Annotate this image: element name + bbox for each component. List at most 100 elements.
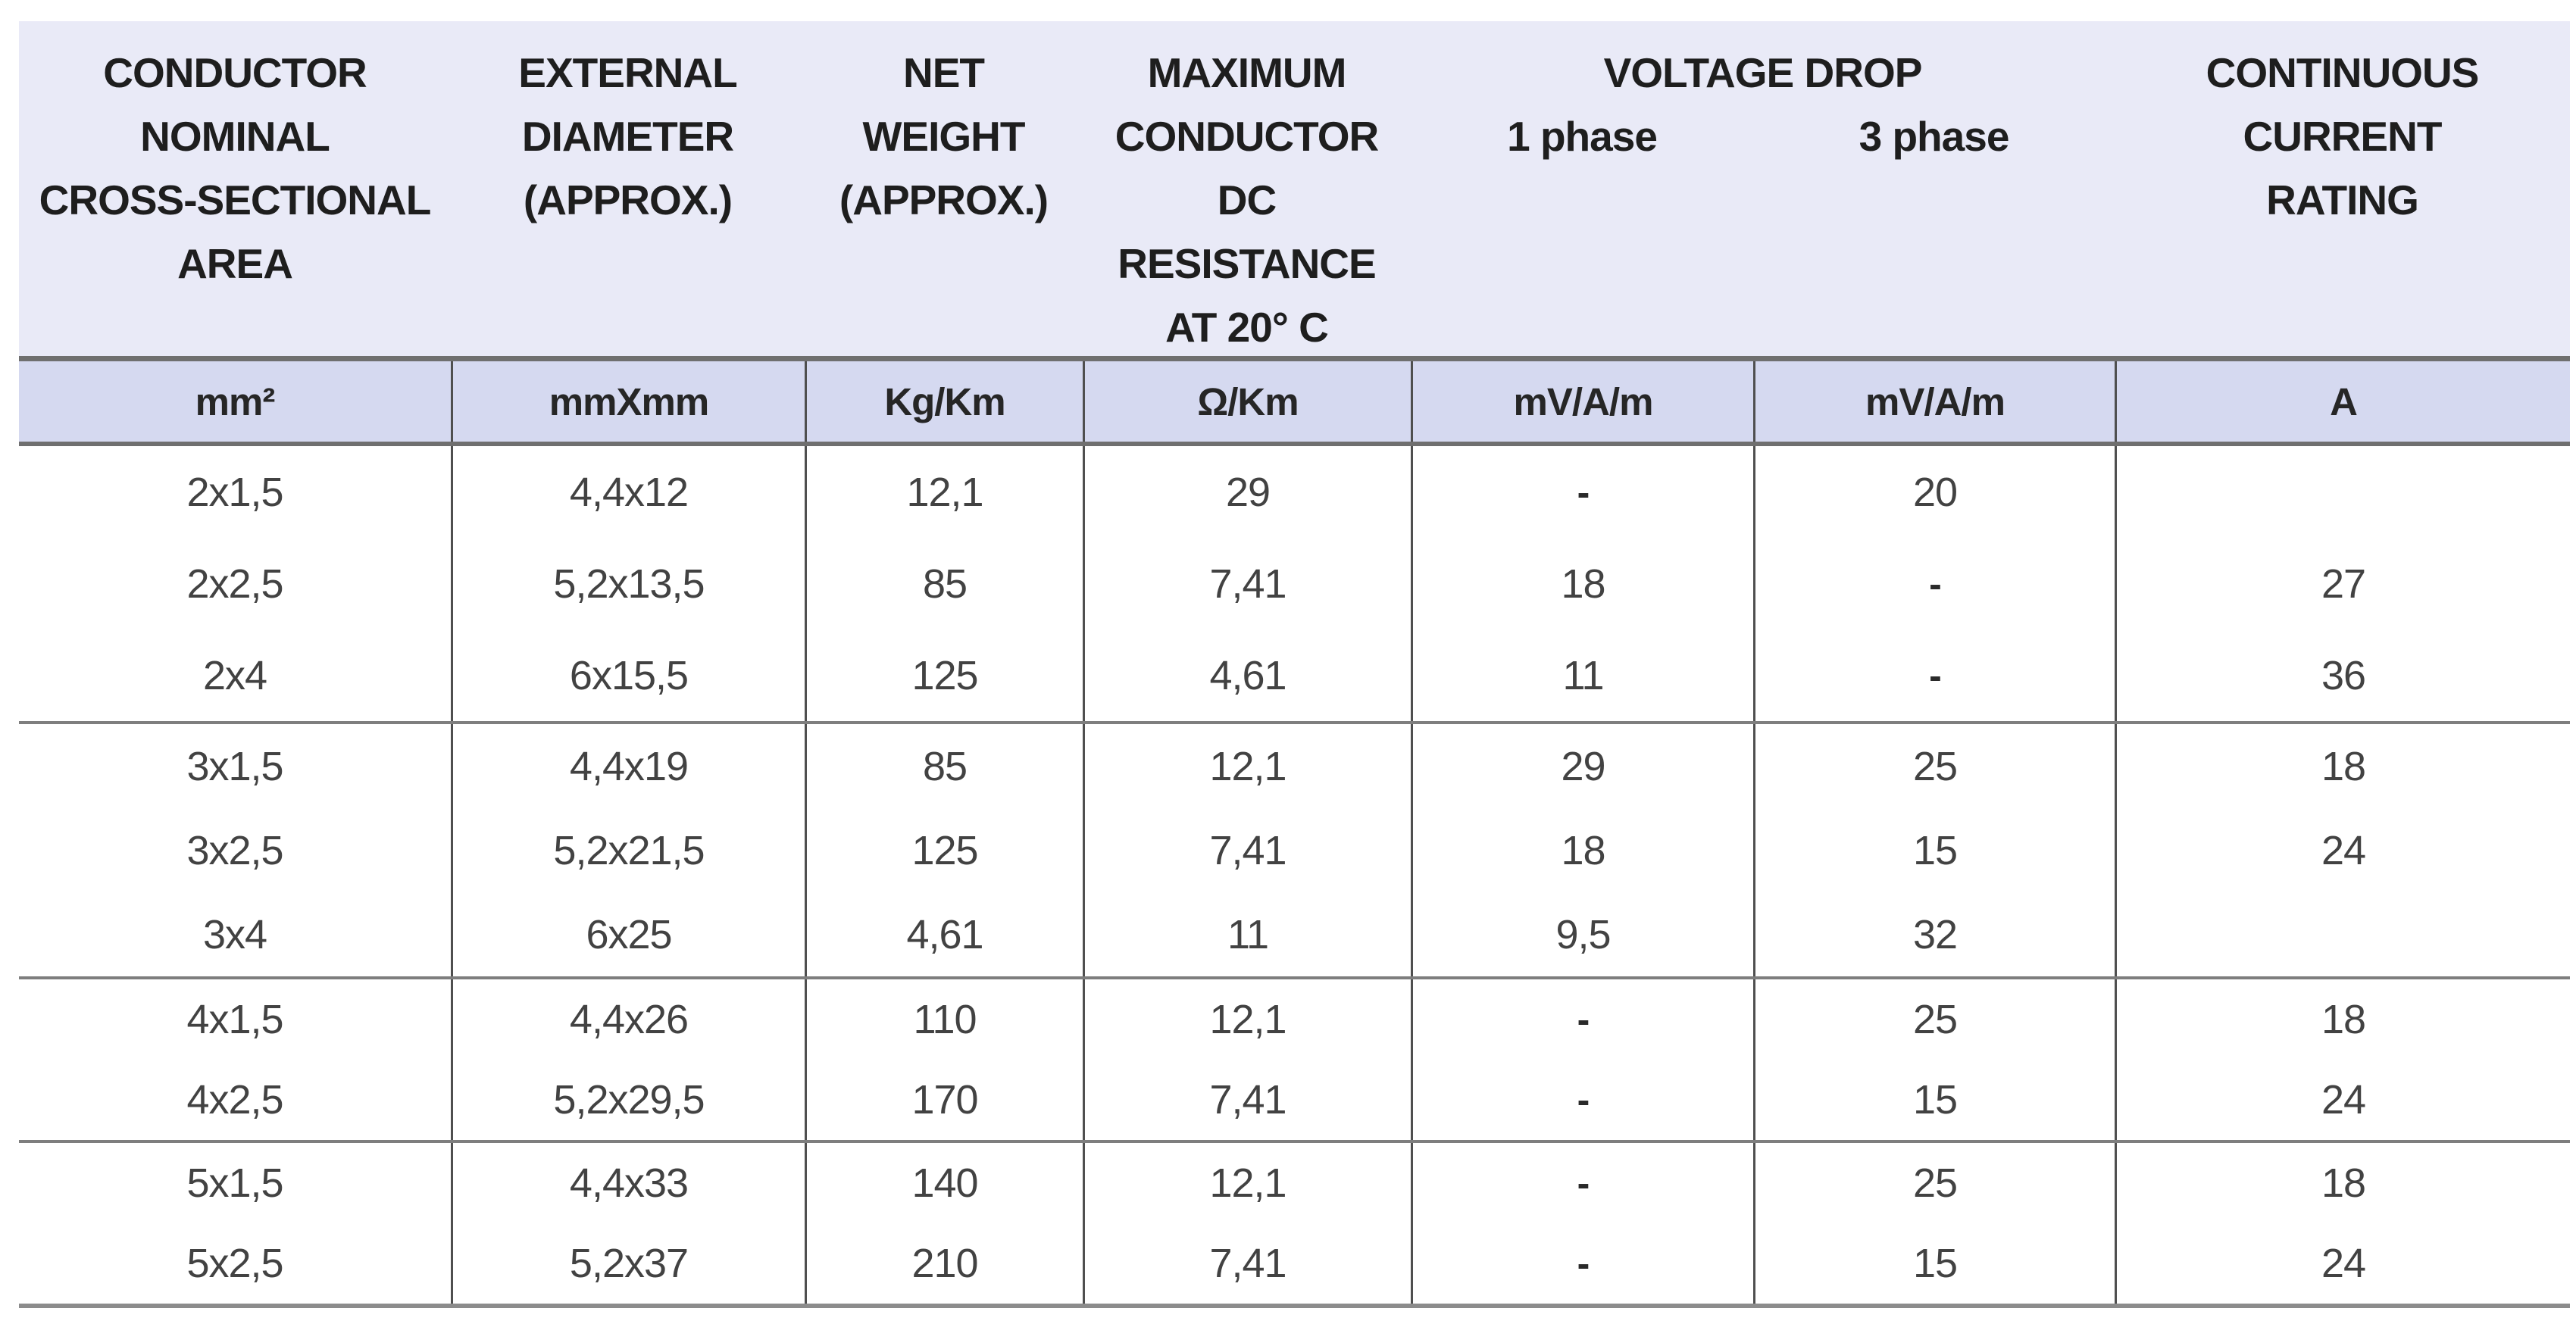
table-cell: 12,1 bbox=[1083, 1143, 1411, 1223]
table-cell: - bbox=[1411, 979, 1753, 1060]
table-cell: 24 bbox=[2115, 1060, 2570, 1140]
table-cell: 4,4x19 bbox=[451, 724, 805, 808]
header-voltage-drop-title: VOLTAGE DROP bbox=[1603, 49, 1923, 96]
header-conductor-area: CONDUCTOR NOMINAL CROSS-SECTIONAL AREA bbox=[19, 21, 451, 359]
table-cell: 5,2x29,5 bbox=[451, 1060, 805, 1140]
table-cell: 25 bbox=[1753, 979, 2115, 1060]
unit-amps: A bbox=[2115, 361, 2570, 442]
table-cell: 5,2x21,5 bbox=[451, 808, 805, 892]
table-cell: 15 bbox=[1753, 1060, 2115, 1140]
table-cell: - bbox=[1411, 1060, 1753, 1140]
table-cell: 29 bbox=[1411, 724, 1753, 808]
table-cell: - bbox=[1411, 1143, 1753, 1223]
table-cell: 27 bbox=[2115, 538, 2570, 629]
table-cell bbox=[2115, 892, 2570, 976]
table-cell: 9,5 bbox=[1411, 892, 1753, 976]
table-cell: 4,4x12 bbox=[451, 446, 805, 538]
table-cell: 32 bbox=[1753, 892, 2115, 976]
table-cell: 25 bbox=[1753, 1143, 2115, 1223]
table-cell: 4,4x33 bbox=[451, 1143, 805, 1223]
table-cell: 3x4 bbox=[202, 911, 267, 957]
header-line: WEIGHT bbox=[862, 113, 1026, 160]
header-external-diameter: EXTERNAL DIAMETER (APPROX.) bbox=[451, 21, 805, 359]
table-cell: 4,4x26 bbox=[451, 979, 805, 1060]
table-body: 2x1,5 4,4x12 12,1 29-20 2x2,5 5,2x13,5 85 7,41 1… bbox=[19, 446, 2570, 1308]
table-cell: 29 bbox=[1083, 446, 1411, 538]
header-line: RATING bbox=[2266, 176, 2419, 223]
header-line: CONTINUOUS bbox=[2206, 49, 2480, 96]
table-cell: 5x1,5 bbox=[186, 1160, 283, 1206]
table-cell: 15 bbox=[1753, 1223, 2115, 1304]
table-cell: 210 bbox=[805, 1223, 1083, 1304]
unit-mv-am-1ph: mV/A/m bbox=[1411, 361, 1753, 442]
header-line: DC bbox=[1217, 176, 1277, 223]
table-cell: - bbox=[1753, 629, 2115, 721]
table-cell: 25 bbox=[1753, 724, 2115, 808]
table-cell: 140 bbox=[805, 1143, 1083, 1223]
header-3-phase: 3 phase bbox=[1859, 113, 2010, 160]
row-group: 5x1,5 4,4x33 140 12,1-25 18 5x2,5 5,2x37 210 7,4… bbox=[19, 1143, 2570, 1308]
header-dc-resistance: MAXIMUM CONDUCTOR DC RESISTANCE AT 20° C bbox=[1083, 21, 1411, 359]
header-voltage-drop: VOLTAGE DROP 1 phase 3 phase bbox=[1411, 21, 2115, 359]
unit-ohm-km: Ω/Km bbox=[1083, 361, 1411, 442]
table-cell: 24 bbox=[2115, 1223, 2570, 1304]
table-cell: 7,41 bbox=[1083, 808, 1411, 892]
header-line: NET bbox=[903, 49, 985, 96]
units-row: mm² mmXmm Kg/Km Ω/Km mV/A/m mV/A/m A bbox=[19, 356, 2570, 446]
table-cell: 20 bbox=[1753, 446, 2115, 538]
table-cell: 6x15,5 bbox=[451, 629, 805, 721]
table-cell: 4x1,5 bbox=[186, 997, 283, 1042]
unit-mv-am-3ph: mV/A/m bbox=[1753, 361, 2115, 442]
table-cell: 7,41 bbox=[1083, 1060, 1411, 1140]
table-cell: 7,41 bbox=[1083, 1223, 1411, 1304]
header-line: MAXIMUM bbox=[1147, 49, 1347, 96]
table-cell: 2x1,5 bbox=[186, 469, 283, 515]
table-cell bbox=[2115, 446, 2570, 538]
header-line: CURRENT bbox=[2243, 113, 2443, 160]
header-line: EXTERNAL bbox=[518, 49, 737, 96]
table-cell: - bbox=[1411, 446, 1753, 538]
table-cell: 5x2,5 bbox=[186, 1241, 283, 1286]
header-line: (APPROX.) bbox=[523, 176, 733, 223]
cable-spec-table: CONDUCTOR NOMINAL CROSS-SECTIONAL AREA E… bbox=[19, 21, 2570, 1308]
row-group: 2x1,5 4,4x12 12,1 29-20 2x2,5 5,2x13,5 85 7,41 1… bbox=[19, 446, 2570, 724]
table-cell: 7,41 bbox=[1083, 538, 1411, 629]
table-cell: 11 bbox=[1083, 892, 1411, 976]
table-cell: 125 bbox=[805, 808, 1083, 892]
table-cell: 3x1,5 bbox=[186, 743, 283, 789]
table-cell: 18 bbox=[2115, 724, 2570, 808]
row-group: 3x1,5 4,4x19 85 12,1 29 25 18 3x2,5 5,2x21,5 125 7… bbox=[19, 724, 2570, 979]
table-cell: 85 bbox=[805, 538, 1083, 629]
header-line: NOMINAL bbox=[140, 113, 330, 160]
table-cell: 5,2x37 bbox=[451, 1223, 805, 1304]
unit-mm2: mm² bbox=[195, 379, 276, 423]
table-cell: 11 bbox=[1411, 629, 1753, 721]
header-line: AREA bbox=[177, 240, 293, 287]
table-cell: 2x4 bbox=[202, 652, 267, 698]
header-net-weight: NET WEIGHT (APPROX.) bbox=[805, 21, 1083, 359]
header-line: RESISTANCE bbox=[1118, 240, 1376, 287]
header-line: CROSS-SECTIONAL bbox=[39, 176, 432, 223]
table-cell: 125 bbox=[805, 629, 1083, 721]
header-line: CONDUCTOR bbox=[103, 49, 367, 96]
table-cell: 18 bbox=[1411, 808, 1753, 892]
table-cell: 18 bbox=[2115, 979, 2570, 1060]
table-cell: 85 bbox=[805, 724, 1083, 808]
unit-mmxmm: mmXmm bbox=[451, 361, 805, 442]
table-cell: 12,1 bbox=[805, 446, 1083, 538]
header-continuous-current: CONTINUOUS CURRENT RATING bbox=[2115, 21, 2570, 359]
table-cell: 24 bbox=[2115, 808, 2570, 892]
table-cell: 170 bbox=[805, 1060, 1083, 1140]
table-cell: 18 bbox=[2115, 1143, 2570, 1223]
row-group: 4x1,5 4,4x26 110 12,1-25 18 4x2,5 5,2x29,5 170 7… bbox=[19, 979, 2570, 1143]
table-cell: 12,1 bbox=[1083, 724, 1411, 808]
table-cell: 2x2,5 bbox=[186, 561, 283, 607]
header-line: AT 20° C bbox=[1165, 304, 1329, 351]
table-header-band: CONDUCTOR NOMINAL CROSS-SECTIONAL AREA E… bbox=[19, 21, 2570, 356]
header-line: (APPROX.) bbox=[839, 176, 1049, 223]
table-cell: 15 bbox=[1753, 808, 2115, 892]
table-cell: 4,61 bbox=[805, 892, 1083, 976]
table-cell: 4x2,5 bbox=[186, 1077, 283, 1123]
table-cell: 6x25 bbox=[451, 892, 805, 976]
table-cell: - bbox=[1411, 1223, 1753, 1304]
